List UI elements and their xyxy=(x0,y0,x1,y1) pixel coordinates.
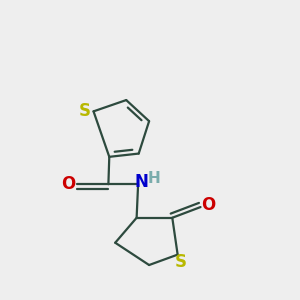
Text: S: S xyxy=(175,253,187,271)
Text: S: S xyxy=(79,102,91,120)
Text: O: O xyxy=(201,196,215,214)
Text: N: N xyxy=(134,173,148,191)
Text: O: O xyxy=(61,175,75,193)
Text: H: H xyxy=(147,171,160,186)
